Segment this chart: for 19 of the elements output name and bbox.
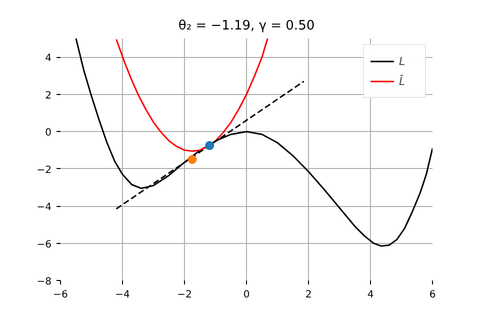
- line-series: [116, 38, 268, 152]
- line-series: [75, 38, 432, 247]
- y-tick-label: 2: [45, 90, 52, 102]
- y-tick-label: −6: [36, 239, 52, 250]
- x-tick-label: −4: [115, 290, 130, 300]
- y-tick-label: 4: [45, 53, 52, 64]
- x-tick-label: 2: [305, 290, 312, 300]
- y-tick-label: −4: [36, 202, 52, 214]
- legend-label: L: [399, 54, 406, 68]
- y-tick-label: 0: [45, 128, 52, 139]
- x-tick-label: −2: [177, 290, 192, 300]
- x-tick-label: 4: [367, 290, 374, 300]
- x-tick-label: 0: [243, 290, 250, 300]
- chart-title: θ₂ = −1.19, γ = 0.50: [178, 18, 315, 34]
- legend-label: L̂: [399, 74, 406, 88]
- x-tick-label: 6: [429, 290, 436, 300]
- y-tick-label: −2: [36, 164, 52, 176]
- y-tick-label: −8: [36, 276, 52, 288]
- x-tick-label: −6: [53, 290, 68, 300]
